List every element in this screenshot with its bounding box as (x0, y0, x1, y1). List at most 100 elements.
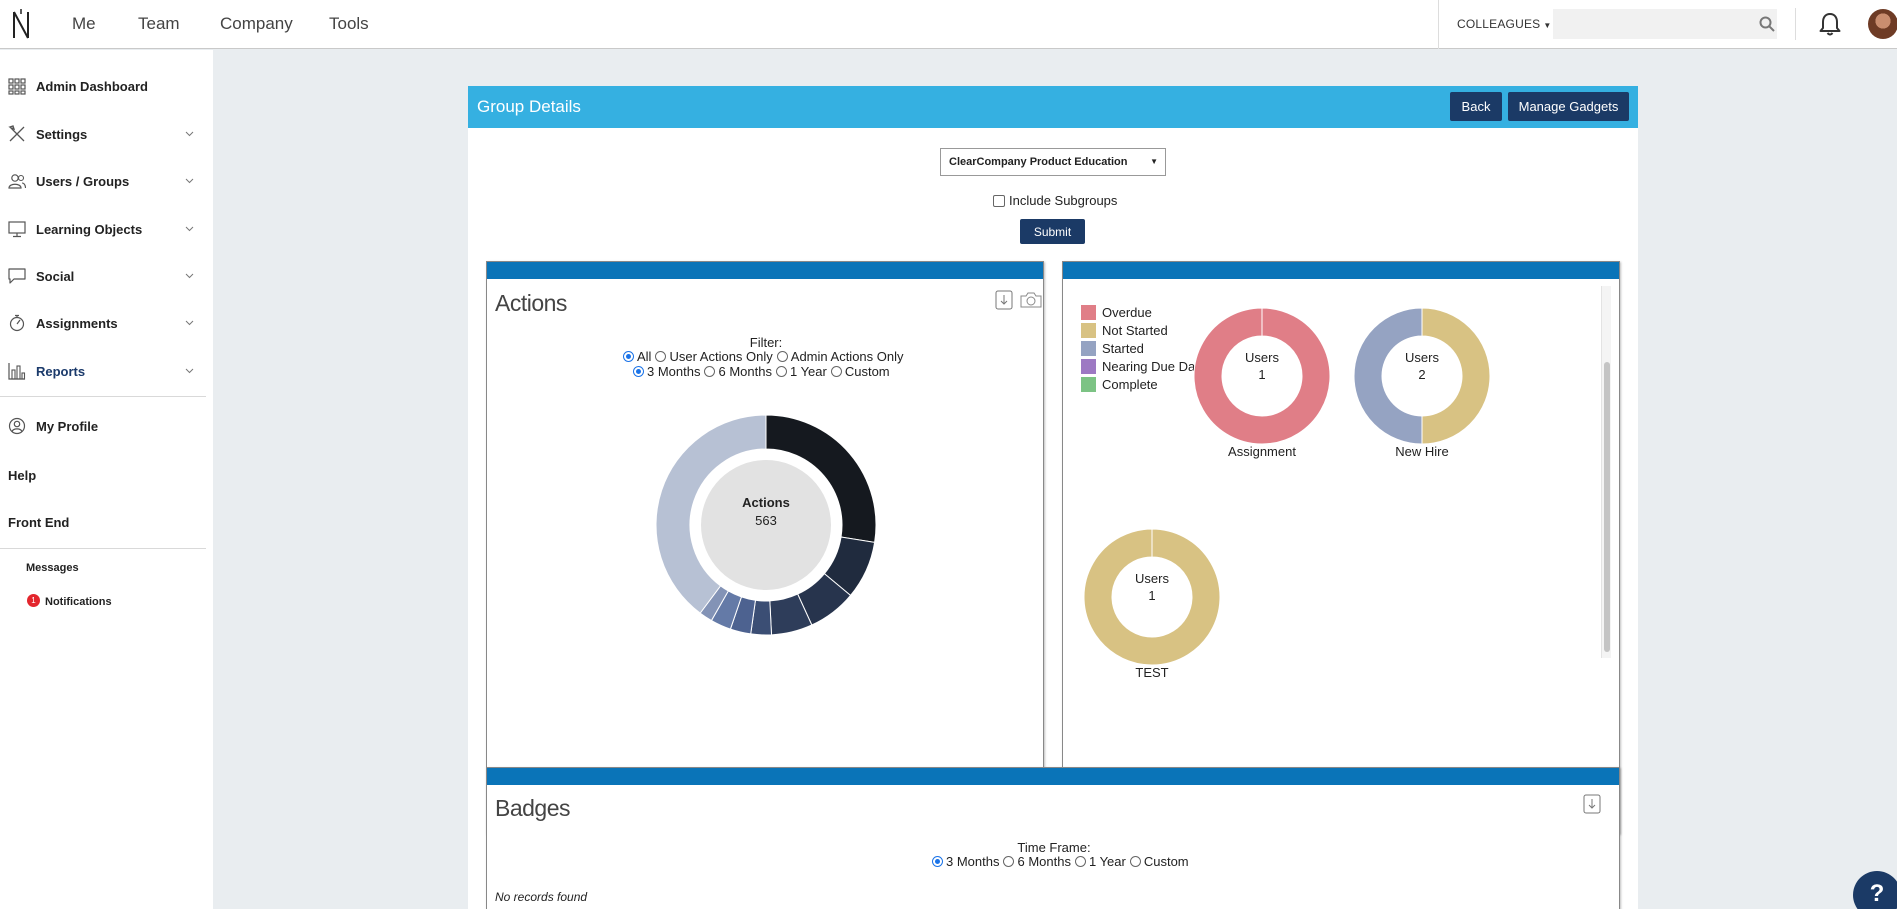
legend-item-nearing-due-date: Nearing Due Date (1081, 359, 1206, 374)
group-select-value: ClearCompany Product Education (949, 156, 1128, 168)
legend-label: Overdue (1102, 305, 1152, 320)
radio-custom[interactable] (1129, 856, 1141, 867)
user-avatar[interactable] (1868, 9, 1897, 39)
sidebar-item-users-groups[interactable]: Users / Groups (0, 166, 206, 196)
chat-bubble-icon (8, 268, 26, 284)
radio-label: 3 Months (647, 364, 701, 379)
radio-1-year[interactable] (775, 366, 787, 377)
chevron-down-icon (185, 273, 194, 279)
radio-all[interactable] (623, 351, 634, 362)
filter-radio-group: All User Actions Only Admin Actions Only (619, 349, 904, 364)
search-icon[interactable] (1758, 15, 1776, 33)
assignment-donut-0-slice-0[interactable] (1193, 307, 1331, 445)
camera-icon[interactable] (1019, 290, 1043, 310)
chevron-down-icon (185, 131, 194, 137)
top-navigation-bar: Me Team Company Tools COLLEAGUES ▼ (0, 0, 1897, 49)
radio-label: Admin Actions Only (790, 349, 904, 364)
radio-user-actions[interactable] (655, 351, 667, 362)
sidebar-item-front-end[interactable]: Front End (8, 515, 70, 530)
donut-name: Assignment (1228, 444, 1296, 459)
tools-icon (8, 125, 25, 142)
donut-center-value: 2 (1418, 367, 1426, 382)
sidebar-item-notifications[interactable]: Notifications (45, 596, 112, 608)
download-icon[interactable] (1583, 794, 1601, 814)
nav-team[interactable]: Team (138, 14, 180, 33)
radio-custom[interactable] (830, 366, 842, 377)
assignment-donut-1-slice-2[interactable] (1353, 307, 1423, 445)
include-subgroups-label: Include Subgroups (1009, 193, 1118, 208)
radio-label: 6 Months (718, 364, 772, 379)
donut-name: TEST (1135, 665, 1169, 680)
sidebar-item-settings[interactable]: Settings (0, 119, 206, 149)
profile-icon (8, 417, 26, 435)
radio-label: 3 Months (946, 854, 1000, 869)
colleagues-dropdown[interactable]: COLLEAGUES ▼ (1438, 0, 1552, 49)
sidebar-item-label: Users / Groups (36, 173, 130, 189)
legend-label: Not Started (1102, 323, 1168, 338)
stopwatch-icon (9, 314, 25, 332)
radio-6-months[interactable] (704, 366, 716, 377)
badges-title: Badges (495, 795, 571, 821)
chevron-down-icon (185, 178, 194, 184)
filter-label: Filter: (749, 335, 783, 350)
legend-label: Started (1102, 341, 1144, 356)
include-subgroups-checkbox[interactable]: Include Subgroups (993, 193, 1117, 208)
donut-name: New Hire (1395, 444, 1449, 459)
back-button[interactable]: Back (1450, 92, 1502, 121)
radio-admin-actions[interactable] (776, 351, 788, 362)
nav-company[interactable]: Company (220, 14, 293, 33)
radio-3-months[interactable] (932, 856, 943, 867)
scrollbar[interactable] (1601, 286, 1611, 658)
bar-chart-icon (8, 363, 26, 380)
legend-swatch (1081, 323, 1096, 338)
sidebar-item-admin-dashboard[interactable]: Admin Dashboard (0, 71, 206, 101)
download-icon[interactable] (995, 290, 1013, 310)
panel-header: Group Details Back Manage Gadgets (468, 86, 1638, 128)
sidebar-item-messages[interactable]: Messages (26, 562, 79, 574)
search-input[interactable] (1553, 9, 1777, 39)
range-radio-group: 3 Months 6 Months 1 Year Custom (629, 364, 890, 379)
sidebar-item-label: Social (36, 268, 75, 284)
divider (0, 396, 206, 397)
divider (0, 548, 206, 549)
donut-center-value: 1 (1148, 588, 1156, 603)
radio-label: 1 Year (1088, 854, 1126, 869)
radio-label: Custom (1143, 854, 1189, 869)
app-logo[interactable] (10, 8, 32, 42)
gadget-header-bar (1063, 262, 1619, 279)
sidebar-item-my-profile[interactable]: My Profile (0, 411, 206, 441)
sidebar-item-learning-objects[interactable]: Learning Objects (0, 214, 206, 244)
legend-item-complete: Complete (1081, 377, 1158, 392)
gadget-header-bar (487, 768, 1619, 785)
group-select[interactable]: ClearCompany Product Education ▼ (940, 148, 1166, 176)
assignment-donut-2-slice-1[interactable] (1083, 528, 1221, 666)
sidebar-item-label: Assignments (36, 315, 118, 331)
assignment-donut-charts (1083, 307, 1491, 666)
assignment-donut-1-slice-1[interactable] (1421, 307, 1491, 445)
sidebar-item-label: Reports (36, 363, 86, 379)
sidebar-item-help[interactable]: Help (8, 468, 37, 483)
nav-me[interactable]: Me (72, 14, 96, 33)
legend-swatch (1081, 341, 1096, 356)
checkbox[interactable] (993, 194, 1005, 207)
radio-6-months[interactable] (1003, 856, 1015, 867)
radio-label: User Actions Only (669, 349, 773, 364)
sidebar-item-assignments[interactable]: Assignments (0, 308, 206, 338)
manage-gadgets-button[interactable]: Manage Gadgets (1508, 92, 1629, 121)
radio-label: 1 Year (789, 364, 827, 379)
help-button[interactable]: ? (1853, 871, 1897, 909)
time-frame-label: Time Frame: (1017, 840, 1091, 855)
actions-donut-slice-8[interactable] (655, 414, 767, 614)
bell-icon[interactable] (1817, 11, 1843, 37)
radio-3-months[interactable] (633, 366, 644, 377)
chevron-down-icon (185, 226, 194, 232)
sidebar-item-reports[interactable]: Reports (0, 356, 206, 386)
nav-tools[interactable]: Tools (329, 14, 369, 33)
sidebar-item-social[interactable]: Social (0, 261, 206, 291)
scrollbar-thumb[interactable] (1604, 362, 1610, 652)
sidebar: Admin Dashboard Settings Users / Groups … (0, 50, 213, 909)
radio-1-year[interactable] (1074, 856, 1086, 867)
divider (1795, 8, 1796, 40)
grid-icon (8, 78, 26, 95)
submit-button[interactable]: Submit (1020, 219, 1085, 244)
